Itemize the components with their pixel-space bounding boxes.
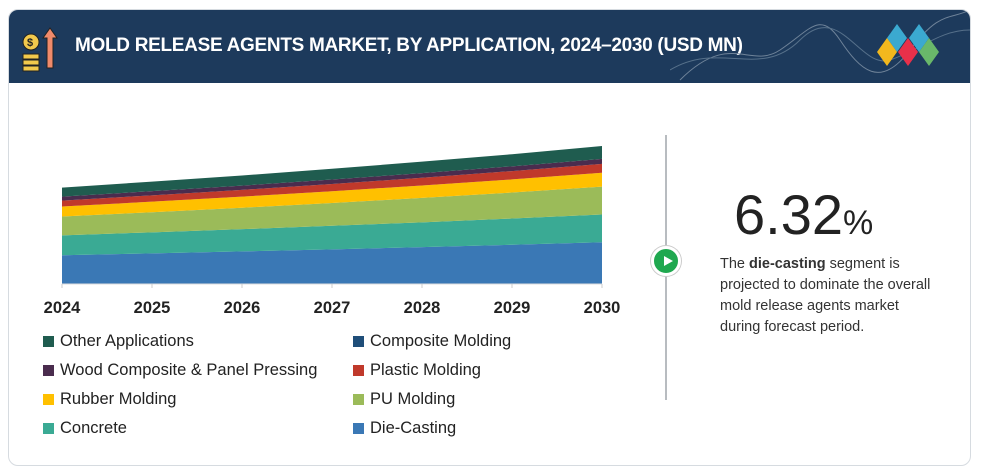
legend-label: Plastic Molding <box>370 361 481 379</box>
legend-item: Concrete <box>43 419 353 438</box>
x-tick-label: 2030 <box>584 299 621 317</box>
x-tick-label: 2026 <box>224 299 261 317</box>
legend-swatch <box>353 423 364 434</box>
x-tick-label: 2025 <box>134 299 171 317</box>
header: $ MOLD RELEASE AGENTS MARKET, BY APPLICA… <box>9 10 970 83</box>
cagr-description: The die-casting segment is projected to … <box>720 256 931 335</box>
legend-label: Concrete <box>60 419 127 437</box>
infographic-card: $ MOLD RELEASE AGENTS MARKET, BY APPLICA… <box>8 9 971 466</box>
legend-label: PU Molding <box>370 390 456 408</box>
area-series-7 <box>62 145 602 197</box>
legend-label: Other Applications <box>60 332 194 350</box>
play-icon[interactable] <box>651 246 681 276</box>
legend-swatch <box>353 394 364 405</box>
legend-item: PU Molding <box>353 390 603 409</box>
legend-item: Rubber Molding <box>43 390 353 409</box>
x-tick-label: 2029 <box>494 299 531 317</box>
legend-label: Rubber Molding <box>60 390 177 408</box>
legend-item: Wood Composite & Panel Pressing <box>43 361 353 380</box>
legend-swatch <box>43 336 54 347</box>
chart-title: MOLD RELEASE AGENTS MARKET, BY APPLICATI… <box>75 35 743 56</box>
legend-item: Other Applications <box>43 332 353 351</box>
stacked-area-chart: 2024 2025 2026 2027 2028 2029 2030 <box>44 145 621 317</box>
x-tick-label: 2028 <box>404 299 441 317</box>
chart-legend: Other Applications Composite Molding Wood … <box>43 332 603 438</box>
cagr-value: 6.32% <box>734 183 874 246</box>
area-series-0 <box>62 242 602 284</box>
legend-label: Composite Molding <box>370 332 512 350</box>
svg-text:$: $ <box>27 37 33 49</box>
legend-label: Wood Composite & Panel Pressing <box>60 361 318 379</box>
legend-label: Die-Casting <box>370 419 457 437</box>
area-series-1 <box>62 214 602 256</box>
area-series-5 <box>62 158 602 201</box>
legend-swatch <box>353 336 364 347</box>
legend-swatch <box>353 365 364 376</box>
area-series-2 <box>62 186 602 236</box>
legend-item: Composite Molding <box>353 332 603 351</box>
legend-item: Die-Casting <box>353 419 603 438</box>
brand-logo-icon <box>877 24 939 66</box>
legend-swatch <box>43 365 54 376</box>
area-series-3 <box>62 172 602 217</box>
legend-item: Plastic Molding <box>353 361 603 380</box>
money-growth-icon: $ <box>22 27 58 72</box>
legend-swatch <box>43 423 54 434</box>
area-series-4 <box>62 163 602 207</box>
x-tick-label: 2027 <box>314 299 351 317</box>
x-tick-label: 2024 <box>44 299 82 317</box>
legend-swatch <box>43 394 54 405</box>
